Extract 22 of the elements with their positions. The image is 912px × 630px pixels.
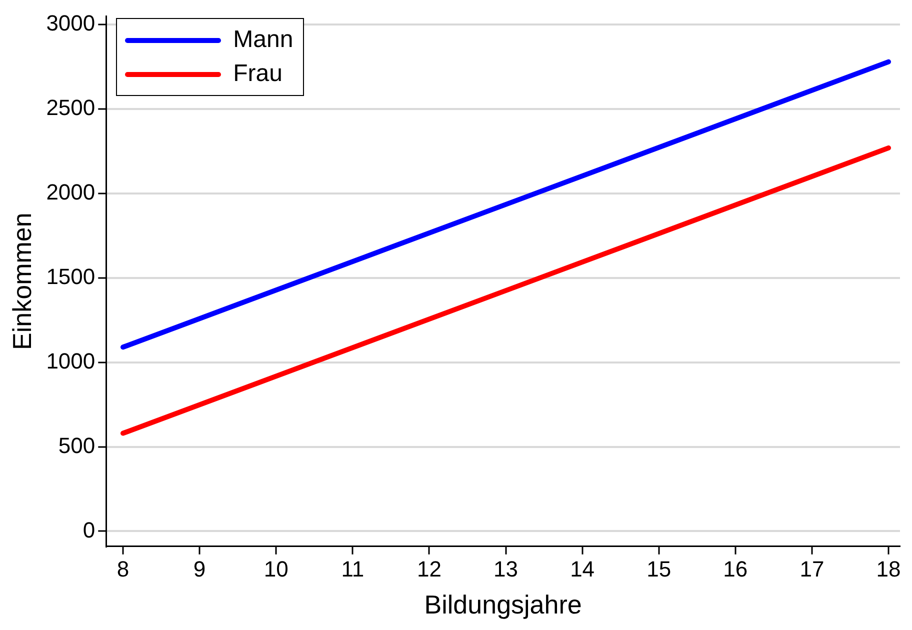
legend-label: Mann [233,26,294,54]
y-tick-label: 2500 [46,95,96,120]
x-tick-label: 16 [723,556,748,582]
x-tick-label: 17 [800,556,824,582]
y-axis-title: Einkommen [6,212,37,350]
x-tick-label: 13 [494,556,518,582]
x-tick-label: 18 [876,556,901,582]
x-tick-label: 9 [193,556,206,582]
legend-label: Frau [233,60,282,88]
y-tick-label: 1000 [46,348,96,374]
x-tick-label: 15 [646,556,672,582]
x-tick-label: 12 [416,556,442,582]
y-tick-label: 3000 [46,10,96,36]
x-axis-title: Bildungsjahre [424,590,582,620]
x-tick-label: 8 [116,556,130,582]
x-tick-label: 10 [264,556,288,582]
x-tick-label: 14 [570,556,595,582]
y-tick-label: 2000 [46,180,96,205]
y-tick-label: 0 [82,517,96,542]
y-tick-label: 1500 [46,264,96,289]
x-tick-label: 11 [341,556,364,582]
y-tick-label: 500 [58,432,96,458]
